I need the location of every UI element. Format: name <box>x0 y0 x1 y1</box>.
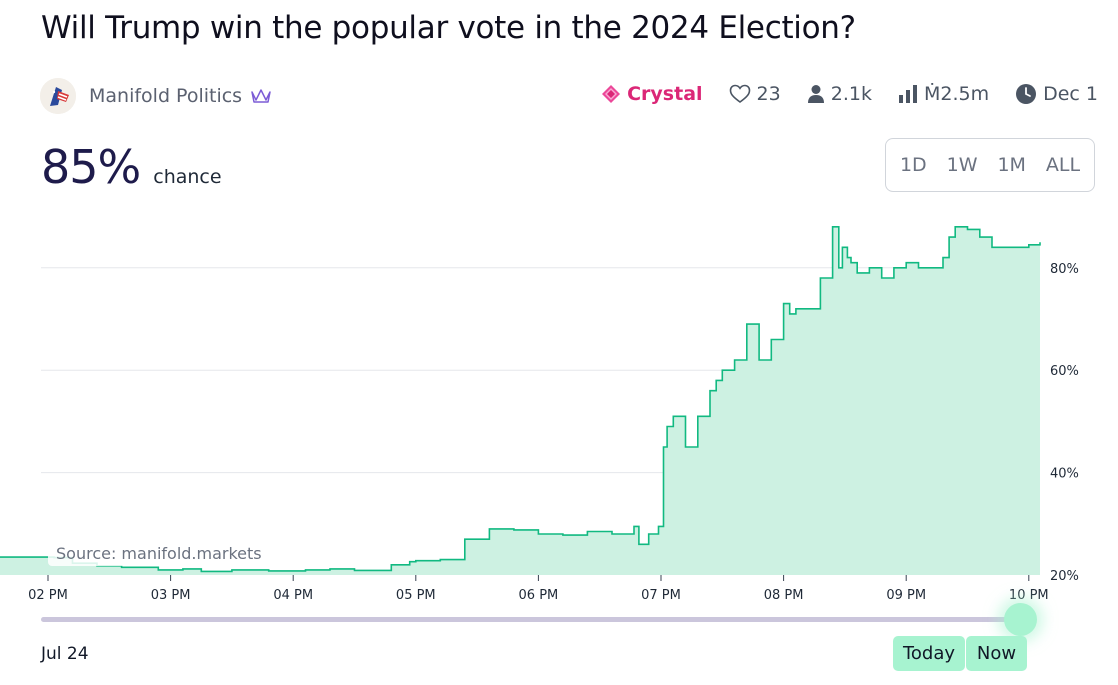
time-slider-thumb[interactable] <box>1004 603 1037 636</box>
x-tick-label: 10 PM <box>1009 588 1049 603</box>
probability-label: chance <box>153 166 222 188</box>
user-icon <box>807 85 824 103</box>
y-tick-label: 40% <box>1050 467 1079 482</box>
tier-label: Crystal <box>627 83 703 105</box>
x-axis: 02 PM 03 PM 04 PM 05 PM 06 PM 07 PM 08 PM 09 PM… <box>28 575 1049 603</box>
bar-chart-icon <box>898 85 917 103</box>
heart-icon[interactable] <box>729 84 751 104</box>
x-tick-label: 02 PM <box>28 588 68 603</box>
close-date-value: Dec 1 <box>1043 83 1098 105</box>
source-label: Source: manifold.markets <box>56 544 262 563</box>
volume: Ṁ2.5m <box>898 83 989 105</box>
probability-value: 85% <box>41 140 141 194</box>
avatar[interactable] <box>40 78 76 114</box>
traders[interactable]: 2.1k <box>807 83 872 105</box>
range-1d-button[interactable]: 1D <box>899 154 927 176</box>
range-1w-button[interactable]: 1W <box>946 154 978 176</box>
y-tick-label: 20% <box>1050 569 1079 584</box>
probability-display: 85% chance <box>41 140 222 194</box>
creator-info[interactable]: Manifold Politics <box>40 78 272 114</box>
crown-badge-icon <box>250 87 272 105</box>
x-tick-label: 07 PM <box>641 588 681 603</box>
series-line[interactable] <box>0 226 1041 573</box>
now-button[interactable]: Now <box>966 636 1027 671</box>
x-tick-label: 05 PM <box>396 588 436 603</box>
y-tick-label: 80% <box>1050 262 1079 277</box>
likes[interactable]: 23 <box>729 83 781 105</box>
source-label-bg <box>48 540 263 566</box>
probability-chart[interactable]: 02 PM 03 PM 04 PM 05 PM 06 PM 07 PM 08 PM 09 PM… <box>0 195 1118 605</box>
y-axis: 20% 40% 60% 80% <box>1050 262 1079 584</box>
time-range-selector: 1D 1W 1M ALL <box>885 138 1095 192</box>
x-tick-label: 04 PM <box>273 588 313 603</box>
tier-badge[interactable]: Crystal <box>601 83 703 105</box>
crystal-icon <box>602 85 621 103</box>
date-label: Jul 24 <box>41 644 89 664</box>
time-slider-track[interactable] <box>41 617 1021 622</box>
volume-value: Ṁ2.5m <box>923 83 990 105</box>
range-1m-button[interactable]: 1M <box>997 154 1026 176</box>
x-tick-label: 06 PM <box>519 588 559 603</box>
page-title: Will Trump win the popular vote in the 2… <box>41 10 856 46</box>
y-tick-label: 60% <box>1050 364 1079 379</box>
today-button[interactable]: Today <box>893 636 965 671</box>
chart-area <box>0 226 1041 576</box>
likes-count: 23 <box>756 83 781 105</box>
creator-name[interactable]: Manifold Politics <box>89 85 243 107</box>
x-tick-label: 08 PM <box>764 588 804 603</box>
source-label-group: Source: manifold.markets <box>48 540 263 566</box>
market-stats: Crystal 23 2.1k Ṁ2.5m Dec 1 <box>601 83 1098 105</box>
traders-count: 2.1k <box>830 83 872 105</box>
range-all-button[interactable]: ALL <box>1045 154 1081 176</box>
close-date[interactable]: Dec 1 <box>1015 83 1098 105</box>
chart-area-fill <box>0 226 1040 576</box>
avatar-flag-icon <box>40 78 76 114</box>
clock-icon <box>1016 84 1037 104</box>
x-tick-label: 09 PM <box>886 588 926 603</box>
x-tick-label: 03 PM <box>151 588 191 603</box>
